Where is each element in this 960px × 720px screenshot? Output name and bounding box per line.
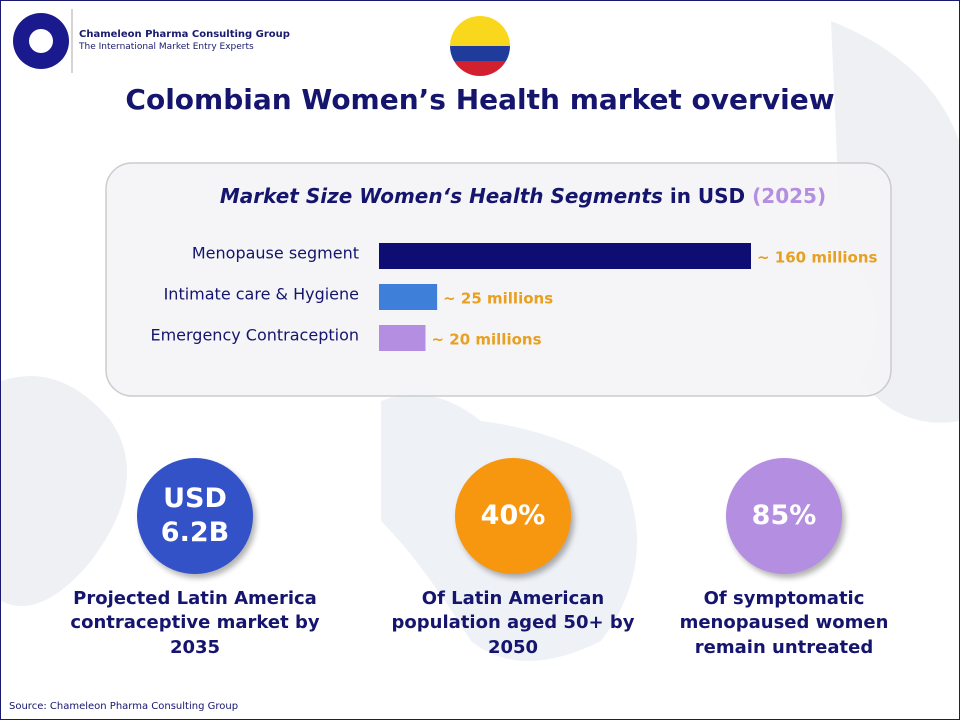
chart-title-part: (2025) bbox=[752, 184, 826, 208]
category-label: Emergency Contraception bbox=[150, 326, 359, 345]
chart-title: Market Size Women‘s Health Segments in U… bbox=[220, 184, 826, 208]
value-label: ~ 20 millions bbox=[432, 331, 542, 349]
value-label: ~ 25 millions bbox=[443, 290, 553, 308]
stat-value: 40% bbox=[480, 500, 546, 532]
category-label: Intimate care & Hygiene bbox=[164, 285, 359, 304]
chart-title-part: in USD bbox=[670, 184, 745, 208]
value-label: ~ 160 millions bbox=[757, 249, 878, 267]
bar bbox=[379, 243, 751, 269]
flag bbox=[450, 16, 510, 76]
stat-circle: 40% bbox=[455, 458, 571, 574]
chart-panel bbox=[105, 162, 892, 397]
decor bbox=[1, 376, 127, 606]
tagline: The International Market Entry Experts bbox=[79, 42, 254, 52]
source: Source: Chameleon Pharma Consulting Grou… bbox=[9, 701, 239, 712]
stat-description: Of Latin American population aged 50+ by… bbox=[391, 588, 635, 658]
stat-value: 6.2B bbox=[160, 517, 230, 548]
stat-value: 85% bbox=[751, 500, 817, 532]
stat-circle: USD 6.2B bbox=[137, 458, 253, 574]
logo bbox=[29, 29, 53, 53]
stat-description: Of symptomatic menopaused women remain u… bbox=[679, 588, 889, 658]
bar bbox=[379, 284, 438, 310]
stat-value: USD bbox=[163, 483, 227, 515]
company-name: Chameleon Pharma Consulting Group bbox=[79, 29, 290, 40]
bar bbox=[379, 325, 426, 351]
stat-description: Projected Latin America contraceptive ma… bbox=[70, 588, 320, 658]
chart-title-part: Market Size Women‘s Health Segments bbox=[220, 184, 663, 208]
stat-circle: 85% bbox=[726, 458, 842, 574]
category-label: Menopause segment bbox=[192, 244, 359, 263]
decor bbox=[831, 21, 959, 423]
page-title: Colombian Women’s Health market overview bbox=[125, 83, 835, 116]
